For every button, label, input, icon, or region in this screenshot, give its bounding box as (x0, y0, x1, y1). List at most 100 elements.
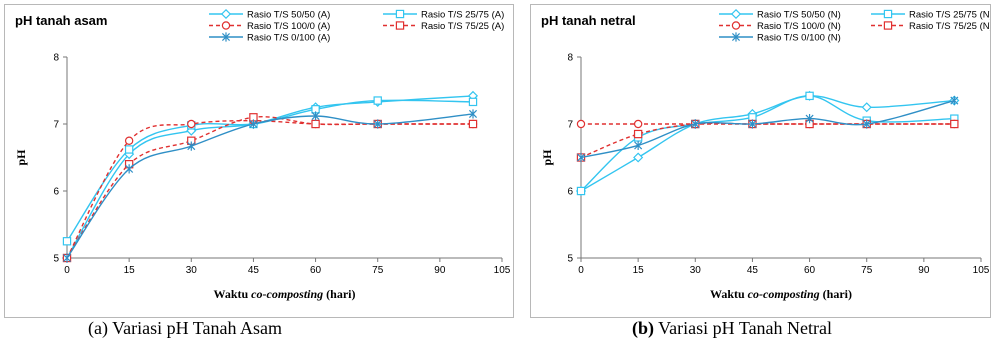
chart-title-b: pH tanah netral (541, 13, 636, 28)
x-tick-label: 15 (633, 265, 645, 276)
data-point (373, 119, 382, 129)
x-tick-label: 0 (64, 265, 70, 276)
data-point (576, 152, 586, 163)
x-tick-label: 75 (372, 265, 384, 276)
data-point (634, 140, 643, 151)
data-point (468, 109, 478, 119)
data-point (576, 186, 586, 196)
series-a-4 (62, 109, 478, 263)
y-axis-label: pH (540, 149, 554, 166)
legend-label: Rasio T/S 100/0 (N) (757, 21, 841, 32)
series-line (66, 113, 474, 259)
legend-label: Rasio T/S 75/25 (A) (421, 21, 504, 32)
legend-marker (730, 8, 742, 20)
x-tick-label: 105 (973, 265, 990, 276)
data-point (62, 237, 72, 246)
legend-marker (883, 21, 893, 30)
y-tick-label: 7 (53, 120, 59, 131)
legend-marker (731, 21, 741, 30)
y-tick-label: 8 (53, 53, 59, 64)
series-b-1 (576, 91, 959, 196)
x-tick-label: 45 (248, 265, 260, 276)
legend: Rasio T/S 50/50 (A) Rasio T/S 25/75 (A)Ra… (209, 8, 504, 44)
data-point (124, 145, 134, 154)
series-line (580, 95, 955, 192)
series-a-1 (62, 96, 478, 246)
data-point (124, 136, 134, 145)
data-point (691, 119, 700, 129)
data-point (950, 95, 959, 106)
series-a-0 (61, 90, 479, 264)
data-point (187, 141, 196, 151)
y-tick-label: 6 (567, 187, 573, 198)
series-line (580, 95, 955, 192)
data-point (125, 164, 134, 174)
legend-label: Rasio T/S 25/75 (N) (909, 10, 990, 21)
data-point (805, 114, 814, 124)
data-point (748, 119, 757, 129)
data-point (311, 111, 320, 121)
x-tick-label: 90 (434, 265, 446, 276)
legend-marker (395, 9, 405, 19)
y-tick-label: 6 (53, 187, 59, 198)
caption-b-label: (b) (632, 318, 654, 338)
legend-marker (220, 8, 232, 20)
data-point (862, 119, 871, 129)
data-point (311, 119, 320, 129)
legend-marker (395, 21, 405, 30)
legend-marker (731, 32, 741, 42)
data-point (633, 119, 643, 129)
chart-title-a: pH tanah asam (15, 13, 108, 28)
x-tick-label: 45 (747, 265, 759, 276)
series-b-4 (576, 95, 959, 163)
series-a-3 (62, 113, 478, 263)
legend-label: Rasio T/S 100/0 (A) (247, 21, 330, 32)
series-a-2 (62, 116, 478, 263)
legend-marker (221, 21, 231, 30)
legend-label: Rasio T/S 50/50 (N) (757, 10, 841, 21)
data-point (950, 119, 959, 129)
x-tick-label: 0 (578, 265, 584, 276)
x-tick-label: 90 (918, 265, 930, 276)
data-point (861, 102, 872, 113)
caption-b: (b) Variasi pH Tanah Netral (632, 318, 832, 339)
legend-label: Rasio T/S 25/75 (A) (421, 10, 504, 21)
x-tick-label: 60 (804, 265, 816, 276)
chart-panel-a: pH tanah asam 0 15 30 45 60 75 90 105 5 6 7 8 pH Wakt… (4, 4, 514, 318)
data-point (62, 253, 72, 263)
legend-label: Rasio T/S 75/25 (N) (909, 21, 990, 32)
data-point (249, 119, 258, 129)
legend: Rasio T/S 50/50 (N) Rasio T/S 25/75 (N)Ra… (719, 8, 990, 44)
y-tick-label: 8 (567, 53, 573, 64)
data-point (468, 119, 478, 129)
legend-label: Rasio T/S 50/50 (A) (247, 10, 330, 21)
x-tick-label: 30 (690, 265, 702, 276)
legend-label: Rasio T/S 0/100 (A) (247, 33, 330, 44)
legend-marker (221, 32, 231, 42)
x-tick-label: 30 (186, 265, 198, 276)
x-tick-label: 60 (310, 265, 322, 276)
x-tick-label: 105 (494, 265, 511, 276)
data-point (576, 119, 586, 129)
y-tick-label: 7 (567, 120, 573, 131)
x-tick-label: 15 (124, 265, 136, 276)
data-point (633, 129, 643, 139)
chart-panel-b: pH tanah netral 0 15 30 45 60 75 90 105 5 6 7 8 pH Wa… (530, 4, 991, 318)
y-tick-label: 5 (53, 254, 59, 265)
x-axis-label: Waktu co-composting (hari) (213, 287, 355, 301)
caption-a: (a) Variasi pH Tanah Asam (88, 318, 283, 338)
y-axis-label: pH (14, 149, 28, 166)
legend-marker (883, 9, 893, 19)
caption-b-text: Variasi pH Tanah Netral (654, 318, 833, 338)
data-point (373, 96, 382, 105)
legend-label: Rasio T/S 0/100 (N) (757, 33, 841, 44)
y-tick-label: 5 (567, 254, 573, 265)
data-point (187, 119, 196, 129)
x-axis-label: Waktu co-composting (hari) (710, 287, 852, 301)
x-tick-label: 75 (861, 265, 873, 276)
data-point (805, 91, 814, 101)
data-point (468, 97, 478, 107)
data-point (633, 152, 644, 163)
